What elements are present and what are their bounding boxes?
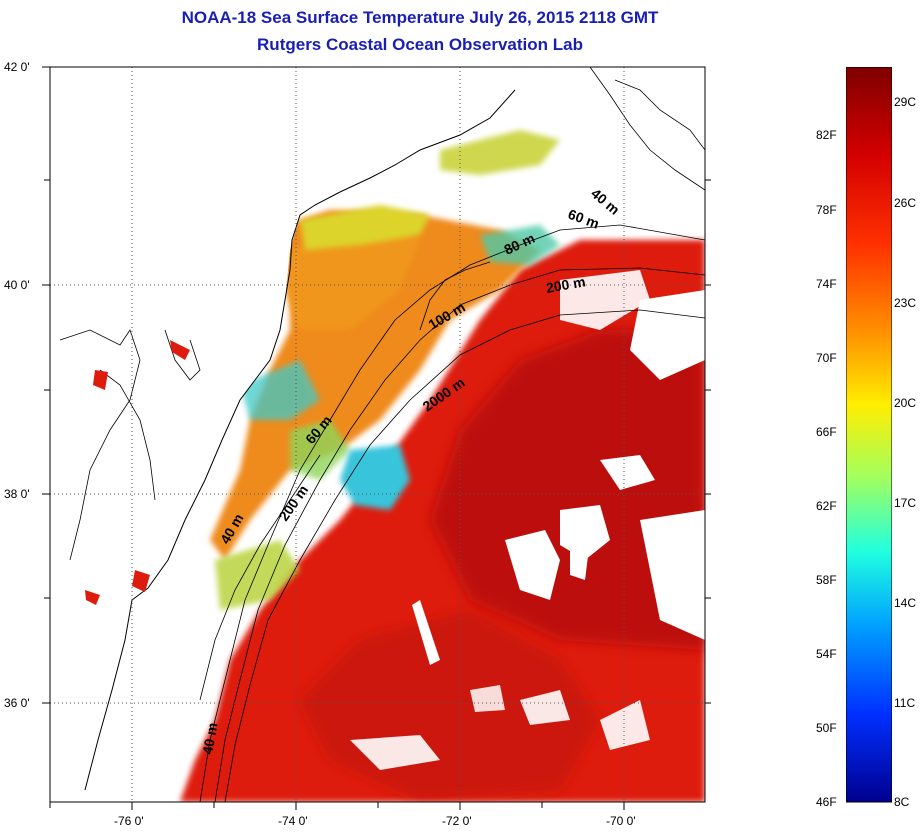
sst-map: 40 m 60 m 80 m 200 m 100 m 2000 m 60 m 2…	[42, 66, 711, 810]
lon-tick-label: -70 0'	[606, 814, 636, 828]
lat-tick-label: 38 0'	[4, 487, 30, 501]
colorbar-c-label: 29C	[894, 95, 917, 109]
lat-tick-label: 36 0'	[4, 696, 30, 710]
colorbar-c-label: 11C	[894, 696, 916, 710]
colorbar-f-label: 66F	[816, 425, 837, 439]
temperature-colorbar	[846, 67, 892, 803]
lon-tick-label: -72 0'	[442, 814, 472, 828]
colorbar-c-label: 20C	[894, 396, 917, 410]
colorbar-f-label: 50F	[816, 721, 837, 735]
colorbar-f-label: 70F	[816, 351, 837, 365]
grid	[50, 67, 705, 802]
contour-label: 40 m	[199, 721, 220, 755]
colorbar-c-label: 8C	[894, 795, 910, 809]
colorbar-c-label: 23C	[894, 296, 917, 310]
lon-tick-label: -76 0'	[114, 814, 144, 828]
colorbar-f-label: 82F	[816, 128, 837, 142]
lat-tick-label: 42 0'	[4, 60, 30, 74]
colorbar-f-label: 78F	[816, 203, 837, 217]
sst-field: 40 m 60 m 80 m 200 m 100 m 2000 m 60 m 2…	[50, 67, 705, 802]
colorbar-f-label: 74F	[816, 277, 837, 291]
colorbar-c-label: 17C	[894, 496, 917, 510]
map-title: NOAA-18 Sea Surface Temperature July 26,…	[181, 8, 659, 27]
colorbar-f-label: 54F	[816, 647, 837, 661]
colorbar-f-label: 46F	[816, 795, 837, 809]
contour-label: 200 m	[545, 273, 587, 296]
colorbar-f-label: 58F	[816, 573, 837, 587]
colorbar-c-label: 26C	[894, 196, 917, 210]
lon-tick-label: -74 0'	[278, 814, 308, 828]
map-subtitle: Rutgers Coastal Ocean Observation Lab	[257, 35, 583, 54]
lat-tick-label: 40 0'	[4, 278, 30, 292]
colorbar-f-label: 62F	[816, 499, 837, 513]
colorbar-c-label: 14C	[894, 596, 917, 610]
